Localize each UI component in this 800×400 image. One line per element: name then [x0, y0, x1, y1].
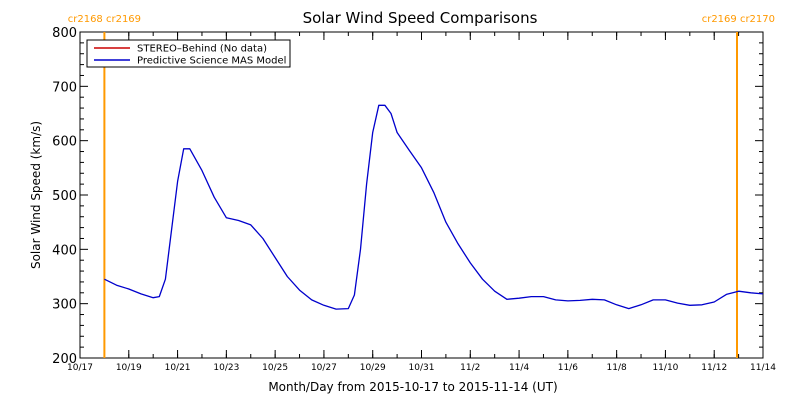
y-tick-label: 800 [52, 26, 77, 41]
x-axis: 10/17 10/19 10/21 10/23 10/25 10/27 10/29 10/31… [67, 32, 776, 373]
y-tick-label: 200 [52, 352, 77, 367]
x-tick-label: 10/29 [360, 363, 386, 373]
y-tick-label: 400 [52, 243, 77, 258]
y-axis-label: Solar Wind Speed (km/s) [29, 121, 43, 269]
x-tick-label: 10/31 [409, 363, 435, 373]
series-line-model [104, 104, 764, 310]
x-tick-label: 10/23 [213, 363, 239, 373]
y-tick-label: 600 [52, 135, 77, 150]
carrington-markers: cr2168 cr2169 cr2169 cr2170 [68, 14, 775, 358]
marker-label: cr2169 cr2170 [702, 14, 775, 25]
y-tick-label: 700 [52, 80, 77, 95]
legend-label-model: Predictive Science MAS Model [137, 56, 286, 67]
x-tick-label: 10/17 [67, 363, 93, 373]
legend-box [86, 39, 291, 68]
plot-frame [79, 31, 764, 359]
x-tick-label: 11/2 [460, 363, 480, 373]
marker-label: cr2168 cr2169 [68, 14, 141, 25]
x-tick-label: 11/8 [607, 363, 627, 373]
y-tick-label: 300 [52, 298, 77, 313]
x-tick-label: 11/14 [750, 363, 776, 373]
x-tick-label: 10/21 [165, 363, 191, 373]
y-tick-label: 500 [52, 189, 77, 204]
x-tick-label: 11/4 [509, 363, 529, 373]
chart-title: Solar Wind Speed Comparisons [303, 9, 538, 27]
x-tick-label: 10/27 [311, 363, 337, 373]
legend: STEREO–Behind (No data) Predictive Scien… [86, 39, 291, 68]
x-axis-label: Month/Day from 2015-10-17 to 2015-11-14 … [268, 380, 557, 394]
x-tick-label: 11/6 [558, 363, 578, 373]
x-tick-label: 11/12 [701, 363, 727, 373]
x-tick-label: 10/19 [116, 363, 142, 373]
legend-label-stereo: STEREO–Behind (No data) [137, 44, 267, 55]
x-tick-label: 10/25 [262, 363, 288, 373]
x-tick-label: 11/10 [652, 363, 678, 373]
series-layer [104, 104, 764, 310]
y-axis: 200 300 400 500 600 700 800 [52, 26, 763, 367]
